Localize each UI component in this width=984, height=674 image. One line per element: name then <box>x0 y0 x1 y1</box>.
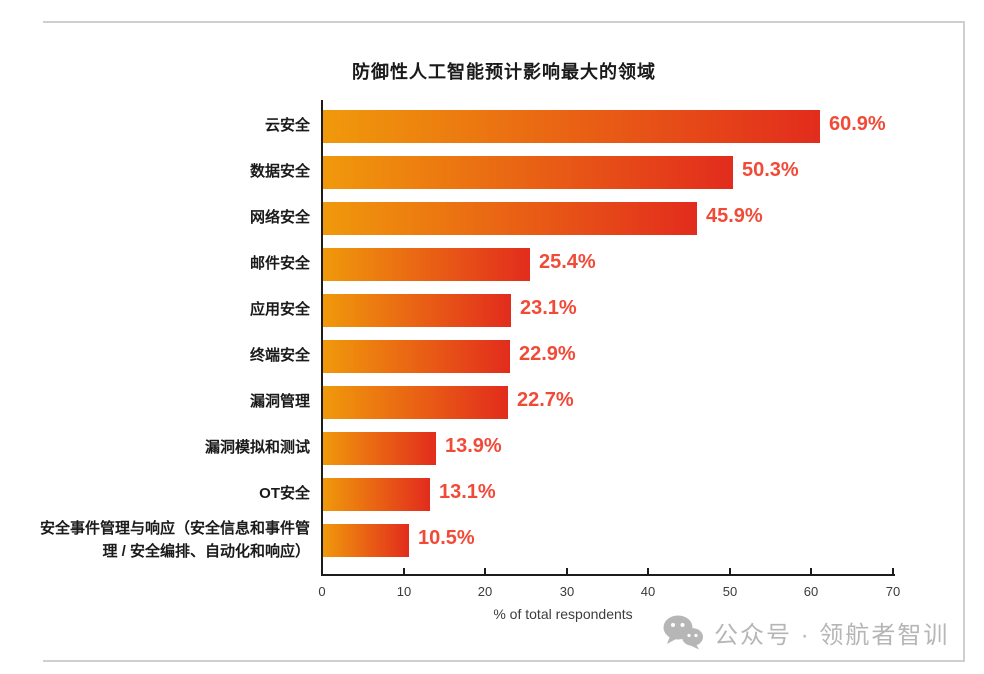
value-label: 22.9% <box>519 343 576 365</box>
value-label: 13.1% <box>439 481 496 503</box>
x-tick-label: 50 <box>722 584 738 599</box>
bar <box>323 432 436 465</box>
x-tick-mark <box>810 568 812 574</box>
category-label: 邮件安全 <box>249 255 310 273</box>
value-label: 50.3% <box>742 159 799 181</box>
bar <box>323 202 697 235</box>
category-label: 漏洞模拟和测试 <box>204 439 310 457</box>
value-label: 10.5% <box>418 527 475 549</box>
value-label: 60.9% <box>829 113 886 135</box>
value-label: 22.7% <box>517 389 574 411</box>
bar <box>323 524 409 557</box>
wechat-icon <box>663 615 703 650</box>
x-tick-label: 70 <box>885 584 901 599</box>
x-tick-mark <box>403 568 405 574</box>
x-tick-mark <box>892 568 894 574</box>
x-tick-mark <box>566 568 568 574</box>
bar <box>323 248 530 281</box>
x-axis-line <box>321 574 895 576</box>
x-axis-label: % of total respondents <box>493 606 633 622</box>
bar <box>323 294 511 327</box>
category-label: 漏洞管理 <box>249 393 310 411</box>
x-tick-mark <box>321 568 323 574</box>
value-label: 23.1% <box>520 297 577 319</box>
category-label: 网络安全 <box>249 209 310 227</box>
chart-frame <box>43 21 965 662</box>
value-label: 25.4% <box>539 251 596 273</box>
chart-title: 防御性人工智能预计影响最大的领域 <box>352 62 656 82</box>
x-tick-label: 10 <box>396 584 412 599</box>
x-tick-label: 0 <box>318 584 326 599</box>
x-tick-label: 20 <box>477 584 493 599</box>
category-label: 应用安全 <box>249 301 310 319</box>
x-tick-mark <box>484 568 486 574</box>
watermark-text: 公众号 · 领航者智训 <box>714 621 950 649</box>
category-label: OT安全 <box>259 485 310 503</box>
category-label: 安全事件管理与响应（安全信息和事件管理 / 安全编排、自动化和响应） <box>39 519 310 560</box>
bar <box>323 110 820 143</box>
x-tick-label: 60 <box>803 584 819 599</box>
y-axis-line <box>321 100 323 576</box>
x-tick-mark <box>729 568 731 574</box>
bar <box>323 478 430 511</box>
value-label: 45.9% <box>706 205 763 227</box>
x-tick-mark <box>647 568 649 574</box>
x-tick-label: 30 <box>559 584 575 599</box>
value-label: 13.9% <box>445 435 502 457</box>
watermark: 公众号 · 领航者智训 <box>662 614 949 650</box>
bar <box>323 386 508 419</box>
bar <box>323 340 510 373</box>
category-label: 数据安全 <box>249 163 310 181</box>
bar <box>323 156 733 189</box>
x-tick-label: 40 <box>640 584 656 599</box>
category-label: 云安全 <box>264 117 310 135</box>
category-label: 终端安全 <box>249 347 310 365</box>
